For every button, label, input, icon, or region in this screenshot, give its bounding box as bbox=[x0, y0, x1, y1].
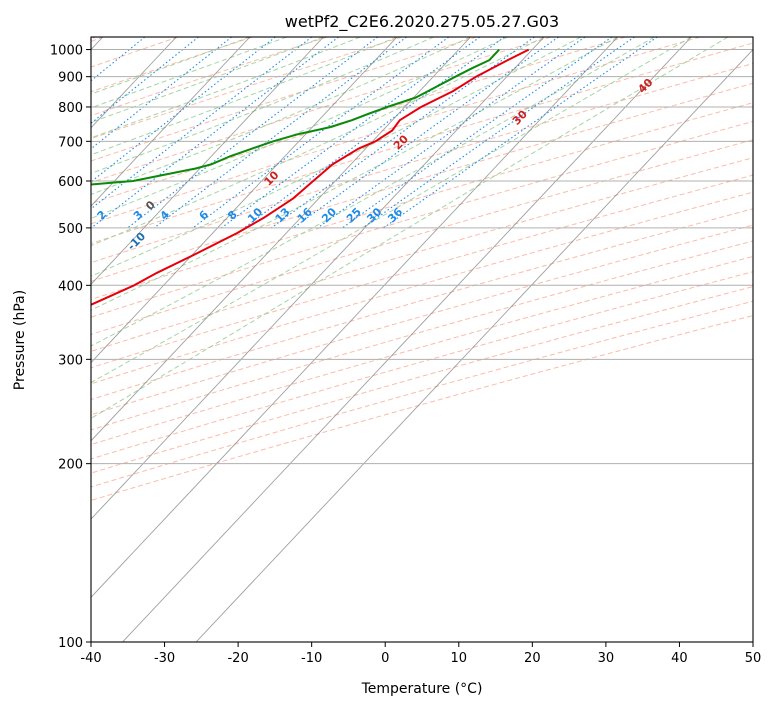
isotherm bbox=[195, 48, 753, 642]
moist-adiabat bbox=[91, 37, 618, 311]
isotherm bbox=[91, 37, 619, 598]
mixing-ratio-line bbox=[243, 37, 505, 229]
dry-adiabat bbox=[91, 191, 753, 385]
temperature-line bbox=[91, 48, 530, 306]
y-tick-label: 300 bbox=[58, 353, 83, 368]
dry-adiabat bbox=[91, 37, 701, 225]
y-axis: 1000 900 800 700 600 500 400 300 200 100 bbox=[50, 44, 91, 651]
x-tick-label: -10 bbox=[301, 651, 322, 666]
mixing-ratio-line bbox=[293, 37, 559, 229]
dry-adiabat bbox=[91, 37, 552, 184]
mixing-ratio-line bbox=[91, 37, 199, 124]
moist-adiabat bbox=[91, 37, 398, 156]
dry-adiabat bbox=[91, 63, 753, 264]
dry-adiabat bbox=[91, 271, 753, 460]
mixing-ratio-line bbox=[91, 37, 146, 82]
mixing-ratio-line bbox=[91, 37, 313, 210]
x-tick-label: 20 bbox=[524, 651, 541, 666]
dry-adiabat bbox=[91, 37, 477, 162]
moist-adiabat bbox=[91, 37, 471, 196]
isotherm bbox=[91, 37, 545, 520]
moist-adiabat bbox=[91, 37, 508, 219]
mixing-ratio-line bbox=[153, 37, 407, 229]
x-axis: -40 -30 -20 -10 0 10 20 30 40 50 bbox=[80, 642, 761, 666]
y-tick-label: 1000 bbox=[50, 44, 83, 59]
chart-title: wetPf2_C2E6.2020.275.05.27.G03 bbox=[285, 12, 559, 32]
x-tick-label: 30 bbox=[598, 651, 615, 666]
x-tick-label: -40 bbox=[80, 651, 101, 666]
isotherm bbox=[91, 37, 324, 285]
sounding-profiles bbox=[91, 48, 530, 306]
dry-adiabat bbox=[91, 37, 402, 140]
moist-adiabat bbox=[91, 37, 582, 277]
y-tick-label: 600 bbox=[58, 175, 83, 190]
x-tick-label: -30 bbox=[154, 651, 175, 666]
mixing-ratio-line bbox=[91, 37, 339, 229]
plot-background bbox=[91, 37, 753, 642]
moist-adiabat bbox=[91, 37, 729, 420]
isotherm bbox=[122, 37, 692, 642]
y-tick-label: 400 bbox=[58, 279, 83, 294]
y-tick-label: 500 bbox=[58, 222, 83, 237]
plot-frame bbox=[90, 36, 754, 643]
moist-adiabat bbox=[91, 37, 545, 247]
dry-adiabat bbox=[91, 300, 753, 488]
y-axis-label: Pressure (hPa) bbox=[12, 290, 28, 390]
isotherm bbox=[91, 37, 471, 442]
mixing-ratio-line bbox=[271, 37, 535, 229]
y-tick-label: 800 bbox=[58, 101, 83, 116]
moist-adiabat bbox=[91, 37, 434, 174]
x-tick-label: 0 bbox=[381, 651, 389, 666]
x-tick-label: 40 bbox=[671, 651, 688, 666]
x-tick-label: -20 bbox=[227, 651, 248, 666]
isotherm bbox=[91, 37, 398, 364]
x-tick-label: 10 bbox=[451, 651, 468, 666]
moist-adiabat bbox=[91, 37, 287, 109]
mixing-ratio-line bbox=[383, 37, 658, 229]
mixing-ratio-line bbox=[342, 37, 613, 229]
mixing-ratio-line bbox=[362, 37, 635, 229]
dry-adiabat bbox=[91, 42, 753, 245]
y-tick-label: 200 bbox=[58, 458, 83, 473]
dry-adiabat bbox=[91, 157, 753, 352]
dry-adiabat bbox=[91, 37, 626, 205]
background-lines bbox=[91, 37, 753, 642]
moist-adiabat bbox=[91, 37, 692, 384]
mixing-ratio-line bbox=[317, 37, 586, 229]
y-tick-label: 100 bbox=[58, 636, 83, 651]
y-tick-label: 700 bbox=[58, 135, 83, 150]
dry-adiabat bbox=[91, 240, 753, 431]
x-axis-label: Temperature (°C) bbox=[361, 681, 483, 697]
y-tick-label: 900 bbox=[58, 71, 83, 86]
x-tick-label: 50 bbox=[745, 651, 762, 666]
dry-adiabat bbox=[91, 224, 753, 416]
mixing-ratio-line bbox=[221, 37, 481, 229]
dewpoint-line bbox=[91, 48, 500, 186]
mixing-ratio-line bbox=[127, 37, 379, 229]
isotherm bbox=[91, 37, 251, 207]
moist-adiabat bbox=[91, 37, 251, 95]
